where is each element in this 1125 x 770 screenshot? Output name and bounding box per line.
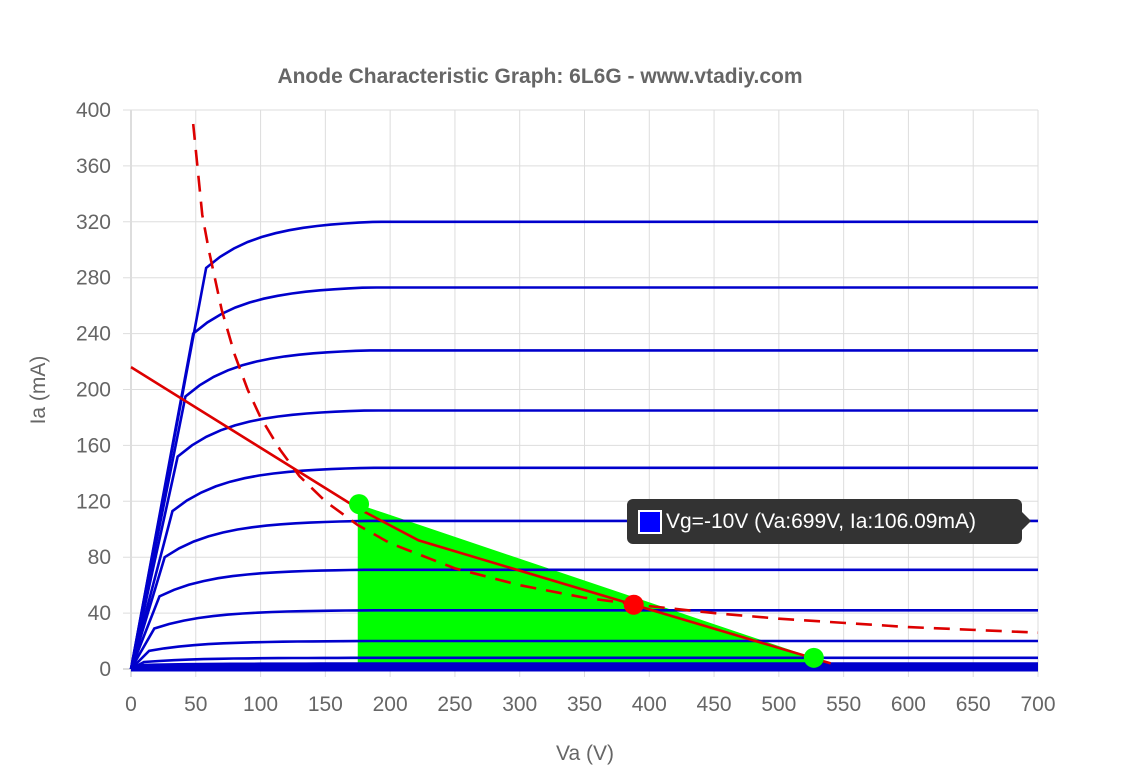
y-tick-label: 200 bbox=[76, 379, 111, 402]
bias-point-point[interactable] bbox=[623, 594, 644, 615]
grid-lines bbox=[123, 109, 1039, 677]
x-tick-label: 0 bbox=[125, 693, 137, 716]
x-tick-label: 500 bbox=[761, 693, 796, 716]
chart-title: Anode Characteristic Graph: 6L6G - www.v… bbox=[277, 65, 802, 88]
upper-swing-point[interactable] bbox=[349, 494, 370, 515]
plate-curve bbox=[129, 466, 1038, 670]
y-tick-label: 0 bbox=[99, 658, 111, 681]
lower-swing-point[interactable] bbox=[803, 647, 824, 668]
load-lines bbox=[130, 123, 1039, 665]
y-tick-label: 280 bbox=[76, 267, 111, 290]
x-tick-label: 700 bbox=[1020, 693, 1055, 716]
x-tick-label: 350 bbox=[567, 693, 602, 716]
y-tick-label: 120 bbox=[76, 490, 111, 513]
x-tick-label: 600 bbox=[891, 693, 926, 716]
plate-curve bbox=[129, 609, 1038, 670]
y-tick-label: 80 bbox=[88, 546, 111, 569]
y-tick-label: 160 bbox=[76, 434, 111, 457]
plate-curve bbox=[130, 662, 1038, 672]
x-tick-label: 650 bbox=[956, 693, 991, 716]
plate-curve bbox=[129, 349, 1038, 670]
plate-curve bbox=[130, 656, 1038, 671]
x-axis-label: Va (V) bbox=[556, 742, 614, 765]
x-tick-label: 250 bbox=[437, 693, 472, 716]
x-tick-label: 450 bbox=[697, 693, 732, 716]
tooltip-text: Vg=-10V (Va:699V, Ia:106.09mA) bbox=[666, 509, 976, 533]
y-tick-label: 240 bbox=[76, 323, 111, 346]
x-tick-label: 100 bbox=[243, 693, 278, 716]
y-axis-label: Ia (mA) bbox=[27, 356, 50, 425]
load-line bbox=[130, 366, 832, 665]
x-tick-label: 300 bbox=[502, 693, 537, 716]
x-tick-label: 200 bbox=[373, 693, 408, 716]
operating-points bbox=[349, 494, 824, 668]
y-tick-label: 400 bbox=[76, 99, 111, 122]
y-tick-label: 320 bbox=[76, 211, 111, 234]
plate-curve bbox=[129, 568, 1038, 670]
x-tick-label: 50 bbox=[184, 693, 207, 716]
plate-curve bbox=[129, 220, 1038, 670]
x-tick-label: 400 bbox=[632, 693, 667, 716]
axis-ticks: 0 50 100 150 200 250 300 350 400 450 500 550 600 650 7… bbox=[76, 99, 1056, 716]
y-tick-label: 40 bbox=[88, 602, 111, 625]
y-tick-label: 360 bbox=[76, 155, 111, 178]
series-color-swatch bbox=[638, 509, 662, 534]
max-dissipation-curve bbox=[191, 123, 1039, 634]
plate-curve bbox=[130, 639, 1038, 670]
plate-curve bbox=[129, 409, 1038, 670]
x-tick-label: 150 bbox=[308, 693, 343, 716]
plate-curves bbox=[129, 220, 1038, 672]
plate-curve bbox=[129, 286, 1038, 670]
x-tick-label: 550 bbox=[826, 693, 861, 716]
series-tooltip: Vg=-10V (Va:699V, Ia:106.09mA) bbox=[627, 499, 1031, 544]
